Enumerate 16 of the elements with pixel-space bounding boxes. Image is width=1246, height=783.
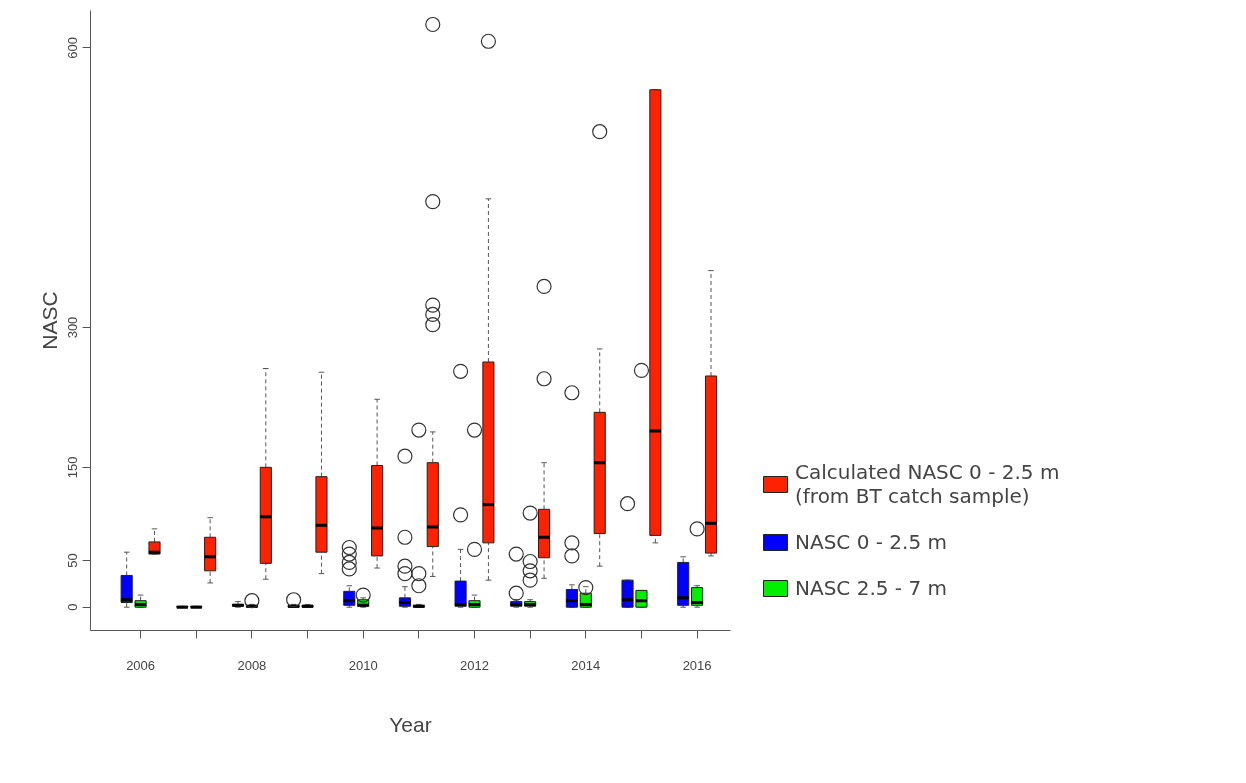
legend-label: Calculated NASC 0 - 2.5 m (from BT catch sample) bbox=[795, 460, 1060, 508]
x-tick-label: 2006 bbox=[126, 657, 156, 673]
legend-label: NASC 2.5 - 7 m bbox=[795, 576, 947, 600]
x-tick-label: 2012 bbox=[460, 657, 489, 673]
y-tick-label: 150 bbox=[65, 456, 81, 479]
y-tick-label: 600 bbox=[65, 36, 81, 59]
x-axis-title: Year bbox=[389, 712, 432, 736]
x-tick-label: 2010 bbox=[348, 657, 378, 673]
y-tick-label: 50 bbox=[65, 553, 81, 568]
x-tick-label: 2008 bbox=[237, 657, 267, 673]
y-tick-label: 300 bbox=[65, 316, 81, 339]
x-tick-label: 2016 bbox=[682, 657, 712, 673]
x-tick-label: 2014 bbox=[571, 657, 601, 673]
y-axis-title: NASC bbox=[37, 291, 61, 350]
y-tick-label: 0 bbox=[65, 603, 81, 611]
legend-label: NASC 0 - 2.5 m bbox=[795, 530, 947, 554]
